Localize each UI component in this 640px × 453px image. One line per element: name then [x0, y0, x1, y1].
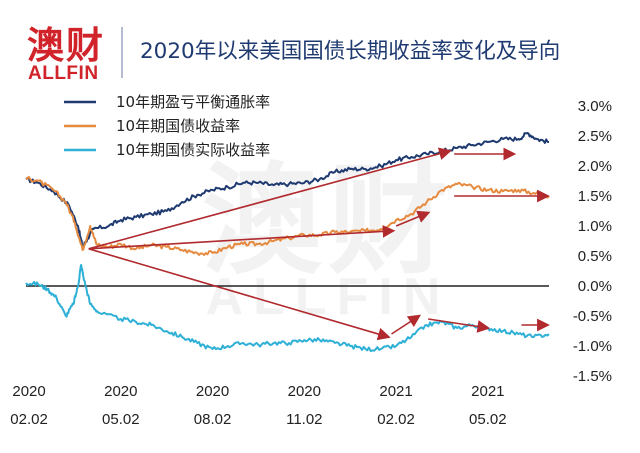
trend-arrow-4 [395, 210, 431, 227]
trend-arrow-8 [428, 318, 491, 333]
logo-cn: 澳财 [27, 24, 105, 67]
y-axis-ticks: 3.0% 2.5% 2.0% 1.5% 1.0% 0.5% 0.0% -0.5% -1.0% -1… [573, 98, 612, 385]
y-tick-0-5: -0.5% [573, 308, 612, 325]
y-tick-1-5: -1.5% [573, 368, 612, 385]
x-tick-year-4: 2020 [288, 383, 321, 400]
chart-title: 2020年以来美国国债长期收益率变化及导向 [140, 39, 560, 64]
x-tick-year-2: 2020 [104, 383, 137, 400]
logo-en: ALLFIN [28, 63, 99, 84]
y-tick-0-5: 0.5% [578, 248, 612, 265]
y-tick-2-0: 2.0% [578, 158, 612, 175]
x-tick-year-3: 2020 [196, 383, 229, 400]
y-tick-2-5: 2.5% [578, 128, 612, 145]
series-line-1 [25, 132, 550, 248]
y-tick-1-0: -1.0% [573, 338, 612, 355]
y-tick-1-0: 1.0% [578, 218, 612, 235]
trend-arrow-7 [391, 314, 422, 335]
x-tick-year-5: 2021 [379, 383, 412, 400]
trend-arrow-1 [88, 147, 452, 250]
x-tick-date-1: 02.02 [10, 411, 48, 428]
legend-label-2: 10年期国债收益率 [116, 117, 240, 135]
trend-arrow-3 [88, 248, 391, 341]
legend: 10年期盈亏平衡通胀率 10年期国债收益率 10年期国债实际收益率 [64, 93, 270, 159]
x-tick-date-2: 05.02 [102, 411, 140, 428]
x-tick-date-3: 08.02 [194, 411, 232, 428]
series-line-3 [25, 264, 550, 352]
watermark-en: ALLFIN [206, 268, 451, 326]
x-tick-date-5: 02.02 [377, 411, 415, 428]
x-tick-date-4: 11.02 [286, 411, 322, 428]
trend-arrow-2 [88, 225, 396, 250]
series-layer [25, 132, 550, 352]
series-line-2 [25, 175, 550, 256]
y-tick-3-0: 3.0% [578, 98, 612, 115]
annotation-arrows [88, 147, 550, 341]
x-tick-year-6: 2021 [471, 383, 504, 400]
legend-label-3: 10年期国债实际收益率 [116, 141, 270, 159]
legend-label-1: 10年期盈亏平衡通胀率 [116, 93, 270, 111]
y-tick-1-5: 1.5% [578, 188, 612, 205]
x-tick-date-6: 05.02 [469, 411, 507, 428]
x-tick-year-1: 2020 [12, 383, 45, 400]
x-axis-ticks: 2020 02.02 2020 05.02 2020 08.02 2020 11.02 2021… [10, 383, 506, 428]
y-tick-0-0: 0.0% [578, 278, 612, 295]
